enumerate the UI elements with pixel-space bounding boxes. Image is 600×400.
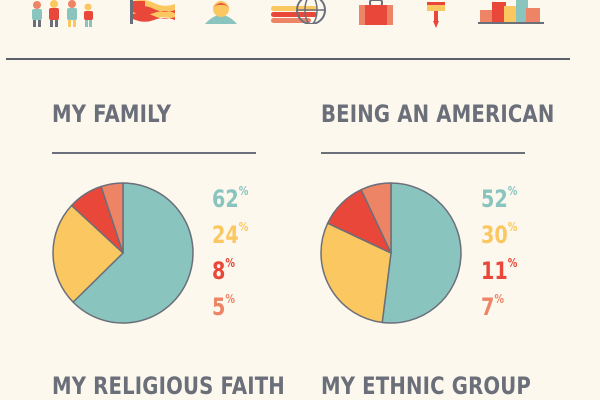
person-icon [205, 1, 237, 24]
pct-symbol: % [238, 184, 249, 198]
flag-icon [130, 0, 175, 24]
pct-value: 24 [212, 221, 239, 249]
pie-slice [360, 182, 392, 254]
signpost-icon [427, 2, 445, 28]
pct-label: 30% [481, 220, 518, 249]
section-title-being-an-american: BEING AN AMERICAN [321, 100, 555, 128]
pct-value: 11 [481, 257, 508, 285]
pct-value: 30 [481, 221, 508, 249]
pct-label: 52% [481, 184, 518, 213]
pie-slice [381, 182, 462, 324]
pct-value: 5 [212, 293, 226, 321]
pie-chart-being-an-american [320, 182, 462, 324]
pct-label: 62% [212, 184, 249, 213]
pct-label: 7% [481, 292, 504, 321]
pct-label: 11% [481, 256, 518, 285]
section-title-my-ethnic-group: MY ETHNIC GROUP [321, 372, 532, 400]
section-title-my-religious-faith: MY RELIGIOUS FAITH [52, 372, 285, 400]
pie-chart-my-family [52, 182, 194, 324]
top-divider [6, 58, 570, 60]
pie-slice [72, 182, 194, 324]
pct-symbol: % [238, 220, 249, 234]
pct-symbol: % [225, 256, 235, 270]
section-rule [321, 152, 525, 154]
pct-label: 24% [212, 220, 249, 249]
pie-slice [52, 204, 124, 303]
pct-value: 8 [212, 257, 226, 285]
pct-symbol: % [507, 256, 518, 270]
pct-symbol: % [507, 220, 518, 234]
section-title-my-family: MY FAMILY [52, 100, 172, 128]
briefcase-icon [359, 0, 393, 25]
pie-slice [320, 222, 392, 324]
pct-value: 52 [481, 185, 508, 213]
pct-symbol: % [225, 292, 235, 306]
section-rule [52, 152, 256, 154]
pct-label: 8% [212, 256, 235, 285]
family-icon [32, 0, 93, 27]
globe-icon [271, 0, 326, 24]
pct-label: 5% [212, 292, 235, 321]
pct-value: 7 [481, 293, 495, 321]
pie-slice [100, 182, 124, 254]
pct-symbol: % [507, 184, 518, 198]
pct-symbol: % [494, 292, 504, 306]
pct-value: 62 [212, 185, 239, 213]
icon-row [0, 0, 600, 40]
city-icon [478, 0, 544, 24]
